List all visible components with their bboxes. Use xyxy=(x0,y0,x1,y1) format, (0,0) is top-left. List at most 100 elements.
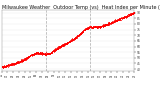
Point xyxy=(30,54,32,55)
Point xyxy=(16,62,18,63)
Point xyxy=(125,15,128,16)
Point xyxy=(42,53,45,55)
Point xyxy=(26,57,29,58)
Point xyxy=(87,28,89,29)
Point xyxy=(19,61,22,63)
Point xyxy=(44,52,47,54)
Point xyxy=(2,66,4,68)
Point xyxy=(23,59,25,60)
Point xyxy=(130,13,132,14)
Point xyxy=(91,26,94,28)
Point xyxy=(86,28,89,29)
Point xyxy=(47,53,49,55)
Point xyxy=(12,64,14,65)
Point xyxy=(84,28,86,30)
Point xyxy=(61,45,63,46)
Point xyxy=(91,26,93,27)
Point xyxy=(66,41,69,43)
Point xyxy=(18,61,21,62)
Point xyxy=(132,12,135,13)
Point xyxy=(94,27,97,28)
Point xyxy=(59,46,62,48)
Point xyxy=(89,26,92,28)
Point xyxy=(37,51,39,53)
Point xyxy=(74,37,76,39)
Point xyxy=(65,42,67,44)
Point xyxy=(73,38,76,39)
Point xyxy=(38,52,41,53)
Point xyxy=(11,63,14,64)
Point xyxy=(49,52,52,53)
Point xyxy=(89,26,92,28)
Point xyxy=(53,49,56,50)
Point xyxy=(133,12,136,13)
Point xyxy=(98,28,101,29)
Point xyxy=(51,51,53,52)
Point xyxy=(76,35,78,37)
Point xyxy=(102,25,105,26)
Point xyxy=(117,19,120,20)
Point xyxy=(22,59,25,60)
Point xyxy=(95,26,97,28)
Point xyxy=(81,30,84,32)
Point xyxy=(40,53,42,54)
Point xyxy=(30,55,33,56)
Point xyxy=(60,46,62,48)
Point xyxy=(132,13,135,15)
Point xyxy=(107,24,110,26)
Point xyxy=(72,39,74,41)
Point xyxy=(81,31,84,33)
Point xyxy=(5,64,8,66)
Point xyxy=(93,27,96,28)
Point xyxy=(121,17,124,18)
Point xyxy=(116,19,119,21)
Point xyxy=(49,53,52,54)
Point xyxy=(19,60,22,62)
Point xyxy=(73,38,76,39)
Point xyxy=(87,26,90,28)
Point xyxy=(7,64,10,66)
Point xyxy=(79,32,82,34)
Point xyxy=(100,26,102,27)
Point xyxy=(50,52,53,53)
Point xyxy=(128,14,131,16)
Point xyxy=(116,20,119,21)
Point xyxy=(6,65,8,66)
Point xyxy=(25,57,27,58)
Point xyxy=(78,33,81,35)
Point xyxy=(110,21,112,23)
Point xyxy=(34,52,36,53)
Point xyxy=(116,20,118,22)
Point xyxy=(60,45,63,47)
Point xyxy=(120,18,122,19)
Point xyxy=(116,19,118,20)
Point xyxy=(108,22,111,23)
Point xyxy=(112,22,115,23)
Point xyxy=(68,41,70,43)
Point xyxy=(75,37,77,38)
Point xyxy=(126,15,128,17)
Point xyxy=(5,65,7,67)
Point xyxy=(10,65,12,66)
Point xyxy=(42,53,44,55)
Point xyxy=(56,47,59,48)
Point xyxy=(70,39,73,41)
Point xyxy=(94,25,96,27)
Point xyxy=(11,64,13,65)
Point xyxy=(43,53,45,55)
Point xyxy=(20,60,23,62)
Point xyxy=(62,44,64,46)
Point xyxy=(76,34,79,36)
Point xyxy=(29,55,32,56)
Point xyxy=(46,53,49,55)
Point xyxy=(45,53,48,54)
Point xyxy=(27,56,30,58)
Point xyxy=(16,61,18,62)
Point xyxy=(115,20,118,22)
Point xyxy=(60,45,62,46)
Point xyxy=(71,38,74,39)
Point xyxy=(92,26,94,28)
Point xyxy=(49,53,51,55)
Point xyxy=(82,30,85,32)
Point xyxy=(118,18,120,20)
